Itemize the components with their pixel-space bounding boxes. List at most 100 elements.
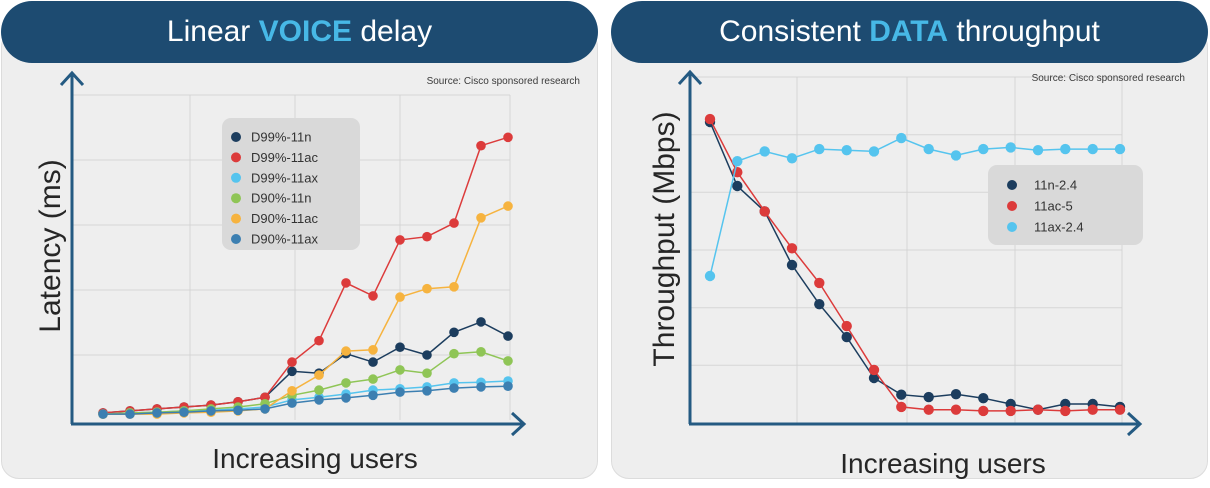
data-point [503, 132, 513, 143]
data-point [1114, 143, 1126, 155]
data-point [814, 277, 825, 289]
data-point [449, 348, 459, 359]
series-line [102, 136, 509, 414]
legend-label: D99%-11n [251, 130, 311, 145]
y-axis-label: Latency (ms) [34, 159, 67, 332]
data-point [341, 393, 351, 403]
x-axis-label: Increasing users [212, 443, 417, 474]
data-point [896, 389, 907, 400]
data-point [449, 383, 459, 393]
data-point [868, 146, 880, 157]
data-throughput-line-chart: 11n-2.4 11ac-5 11ax-2.4 Source: Cisco spon… [648, 69, 1185, 479]
y-axis-arrow [677, 69, 703, 424]
data-point [841, 331, 852, 343]
data-point [341, 346, 351, 356]
data-point [786, 243, 798, 254]
data-point [759, 146, 770, 157]
title-prefix: Linear [166, 15, 251, 48]
x-axis-label: Increasing users [840, 448, 1045, 479]
data-point [368, 357, 378, 367]
legend-marker [231, 213, 241, 224]
legend-marker [231, 193, 241, 204]
data-point [395, 387, 405, 397]
legend-item: D99%-11ac [231, 150, 318, 165]
data-point [1060, 143, 1071, 155]
data-point [233, 405, 243, 416]
legend-label: 11ac-5 [1034, 199, 1073, 214]
data-point [759, 206, 770, 217]
data-point [704, 113, 716, 125]
x-axis-arrow [71, 411, 527, 437]
data-point [422, 231, 432, 242]
data-point [476, 317, 486, 327]
data-point [1114, 404, 1126, 415]
data-point [896, 132, 907, 144]
data-point [476, 213, 486, 223]
title-prefix: Consistent [719, 15, 861, 48]
gridlines [690, 76, 1123, 423]
data-point [368, 390, 378, 401]
legend-marker [231, 132, 241, 142]
legend-box [988, 165, 1143, 245]
y-axis-arrow [59, 70, 85, 424]
voice-delay-title-bar: Linear VOICE delay [1, 1, 598, 63]
legend-label: D90%-11ac [251, 211, 318, 226]
data-point [476, 382, 486, 392]
legend-item: 11ax-2.4 [1007, 220, 1084, 235]
data-point [1060, 405, 1071, 417]
data-point [732, 180, 743, 192]
data-point [287, 366, 297, 377]
legend-label: 11ax-2.4 [1034, 220, 1084, 235]
data-point [978, 405, 989, 417]
voice-delay-line-chart: D99%-11n D99%-11ac D99%-11ax D90%-11n D90%-1… [34, 70, 580, 474]
data-point [449, 327, 459, 338]
data-point [1087, 143, 1098, 155]
x-axis-arrow [689, 411, 1143, 437]
legend-marker [231, 172, 241, 183]
legend-item: 11ac-5 [1007, 199, 1073, 214]
data-point [179, 407, 189, 418]
legend-marker [231, 234, 241, 244]
data-point [950, 150, 962, 161]
data-series [704, 113, 1126, 417]
data-point [1032, 404, 1044, 415]
source-note: Source: Cisco sponsored research [1032, 73, 1185, 84]
data-point [287, 357, 297, 367]
data-point [923, 391, 934, 403]
data-point [422, 386, 432, 396]
data-point [422, 350, 432, 360]
voice-delay-panel: D99%-11n D99%-11ac D99%-11ax D90%-11n D90%-1… [1, 1, 598, 479]
data-point [503, 331, 513, 341]
series-line [102, 351, 509, 415]
data-point [923, 143, 934, 155]
title-highlight: VOICE [258, 15, 353, 48]
data-point [314, 395, 324, 405]
legend-item: D90%-11ac [231, 211, 318, 226]
data-point [395, 342, 405, 353]
series-d90pct-11ax [98, 381, 513, 419]
data-point [341, 378, 351, 388]
data-point [314, 370, 324, 380]
data-point [978, 393, 989, 404]
data-point [395, 365, 405, 375]
title-suffix: delay [360, 15, 433, 48]
legend-label: D90%-11n [251, 191, 311, 206]
data-point [503, 356, 513, 366]
data-point [476, 347, 486, 357]
data-point [422, 283, 432, 294]
data-point [368, 374, 378, 384]
legend-item: D99%-11ax [231, 170, 318, 185]
series-11ax-2-4 [704, 132, 1126, 282]
data-point [395, 235, 405, 245]
data-point [368, 345, 378, 355]
legend-label: 11n-2.4 [1034, 178, 1077, 193]
data-point [368, 291, 378, 301]
data-point [1005, 142, 1016, 153]
data-point [395, 292, 405, 302]
data-point [786, 153, 798, 164]
data-point [125, 409, 135, 419]
data-point [950, 404, 962, 415]
data-point [786, 259, 798, 271]
legend-marker [1007, 180, 1017, 190]
data-point [732, 156, 743, 167]
